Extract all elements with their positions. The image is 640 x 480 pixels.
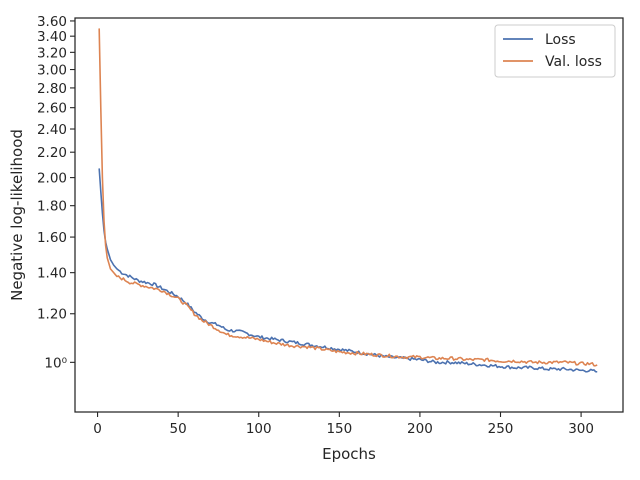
- y-tick-label: 1.80: [37, 199, 67, 215]
- y-tick-label: 2.00: [37, 171, 67, 187]
- y-tick-label: 3.00: [37, 63, 67, 79]
- y-tick-label: 2.60: [37, 101, 67, 117]
- series-line-loss: [98, 168, 598, 373]
- y-tick-label: 3.40: [37, 29, 67, 45]
- y-tick-label: 10⁰: [44, 355, 67, 371]
- y-tick-label: 2.40: [37, 122, 67, 138]
- series-line-val-loss: [98, 28, 598, 367]
- series-layer: [98, 28, 598, 373]
- x-tick-label: 250: [488, 421, 514, 437]
- y-tick-label: 3.60: [37, 14, 67, 30]
- legend-label-loss: Loss: [545, 32, 576, 48]
- x-tick-label: 300: [568, 421, 594, 437]
- legend-label-val-loss: Val. loss: [545, 54, 602, 70]
- x-tick-label: 0: [93, 421, 102, 437]
- x-axis-title: Epochs: [322, 445, 376, 463]
- x-tick-label: 50: [170, 421, 187, 437]
- plot-frame: [74, 17, 624, 413]
- legend-box: [494, 24, 616, 78]
- y-tick-label: 1.60: [37, 230, 67, 246]
- x-tick-label: 200: [407, 421, 433, 437]
- y-tick-label: 2.80: [37, 81, 67, 97]
- x-ticks: 0 50 100 150 200 250 300: [93, 412, 594, 437]
- y-tick-label: 3.20: [37, 45, 67, 61]
- y-tick-label: 1.20: [37, 307, 67, 323]
- x-tick-label: 150: [326, 421, 352, 437]
- plot-background: [75, 18, 623, 412]
- y-ticks: 10⁰ 1.20 1.40 1.60 1.80 2.00 2.20 2.40 2.60 2.80 3…: [37, 14, 75, 371]
- y-tick-label: 1.40: [37, 266, 67, 282]
- y-tick-label: 2.20: [37, 145, 67, 161]
- legend: Loss Val. loss: [494, 24, 616, 78]
- x-tick-label: 100: [246, 421, 272, 437]
- y-axis-title: Negative log-likelihood: [8, 129, 26, 301]
